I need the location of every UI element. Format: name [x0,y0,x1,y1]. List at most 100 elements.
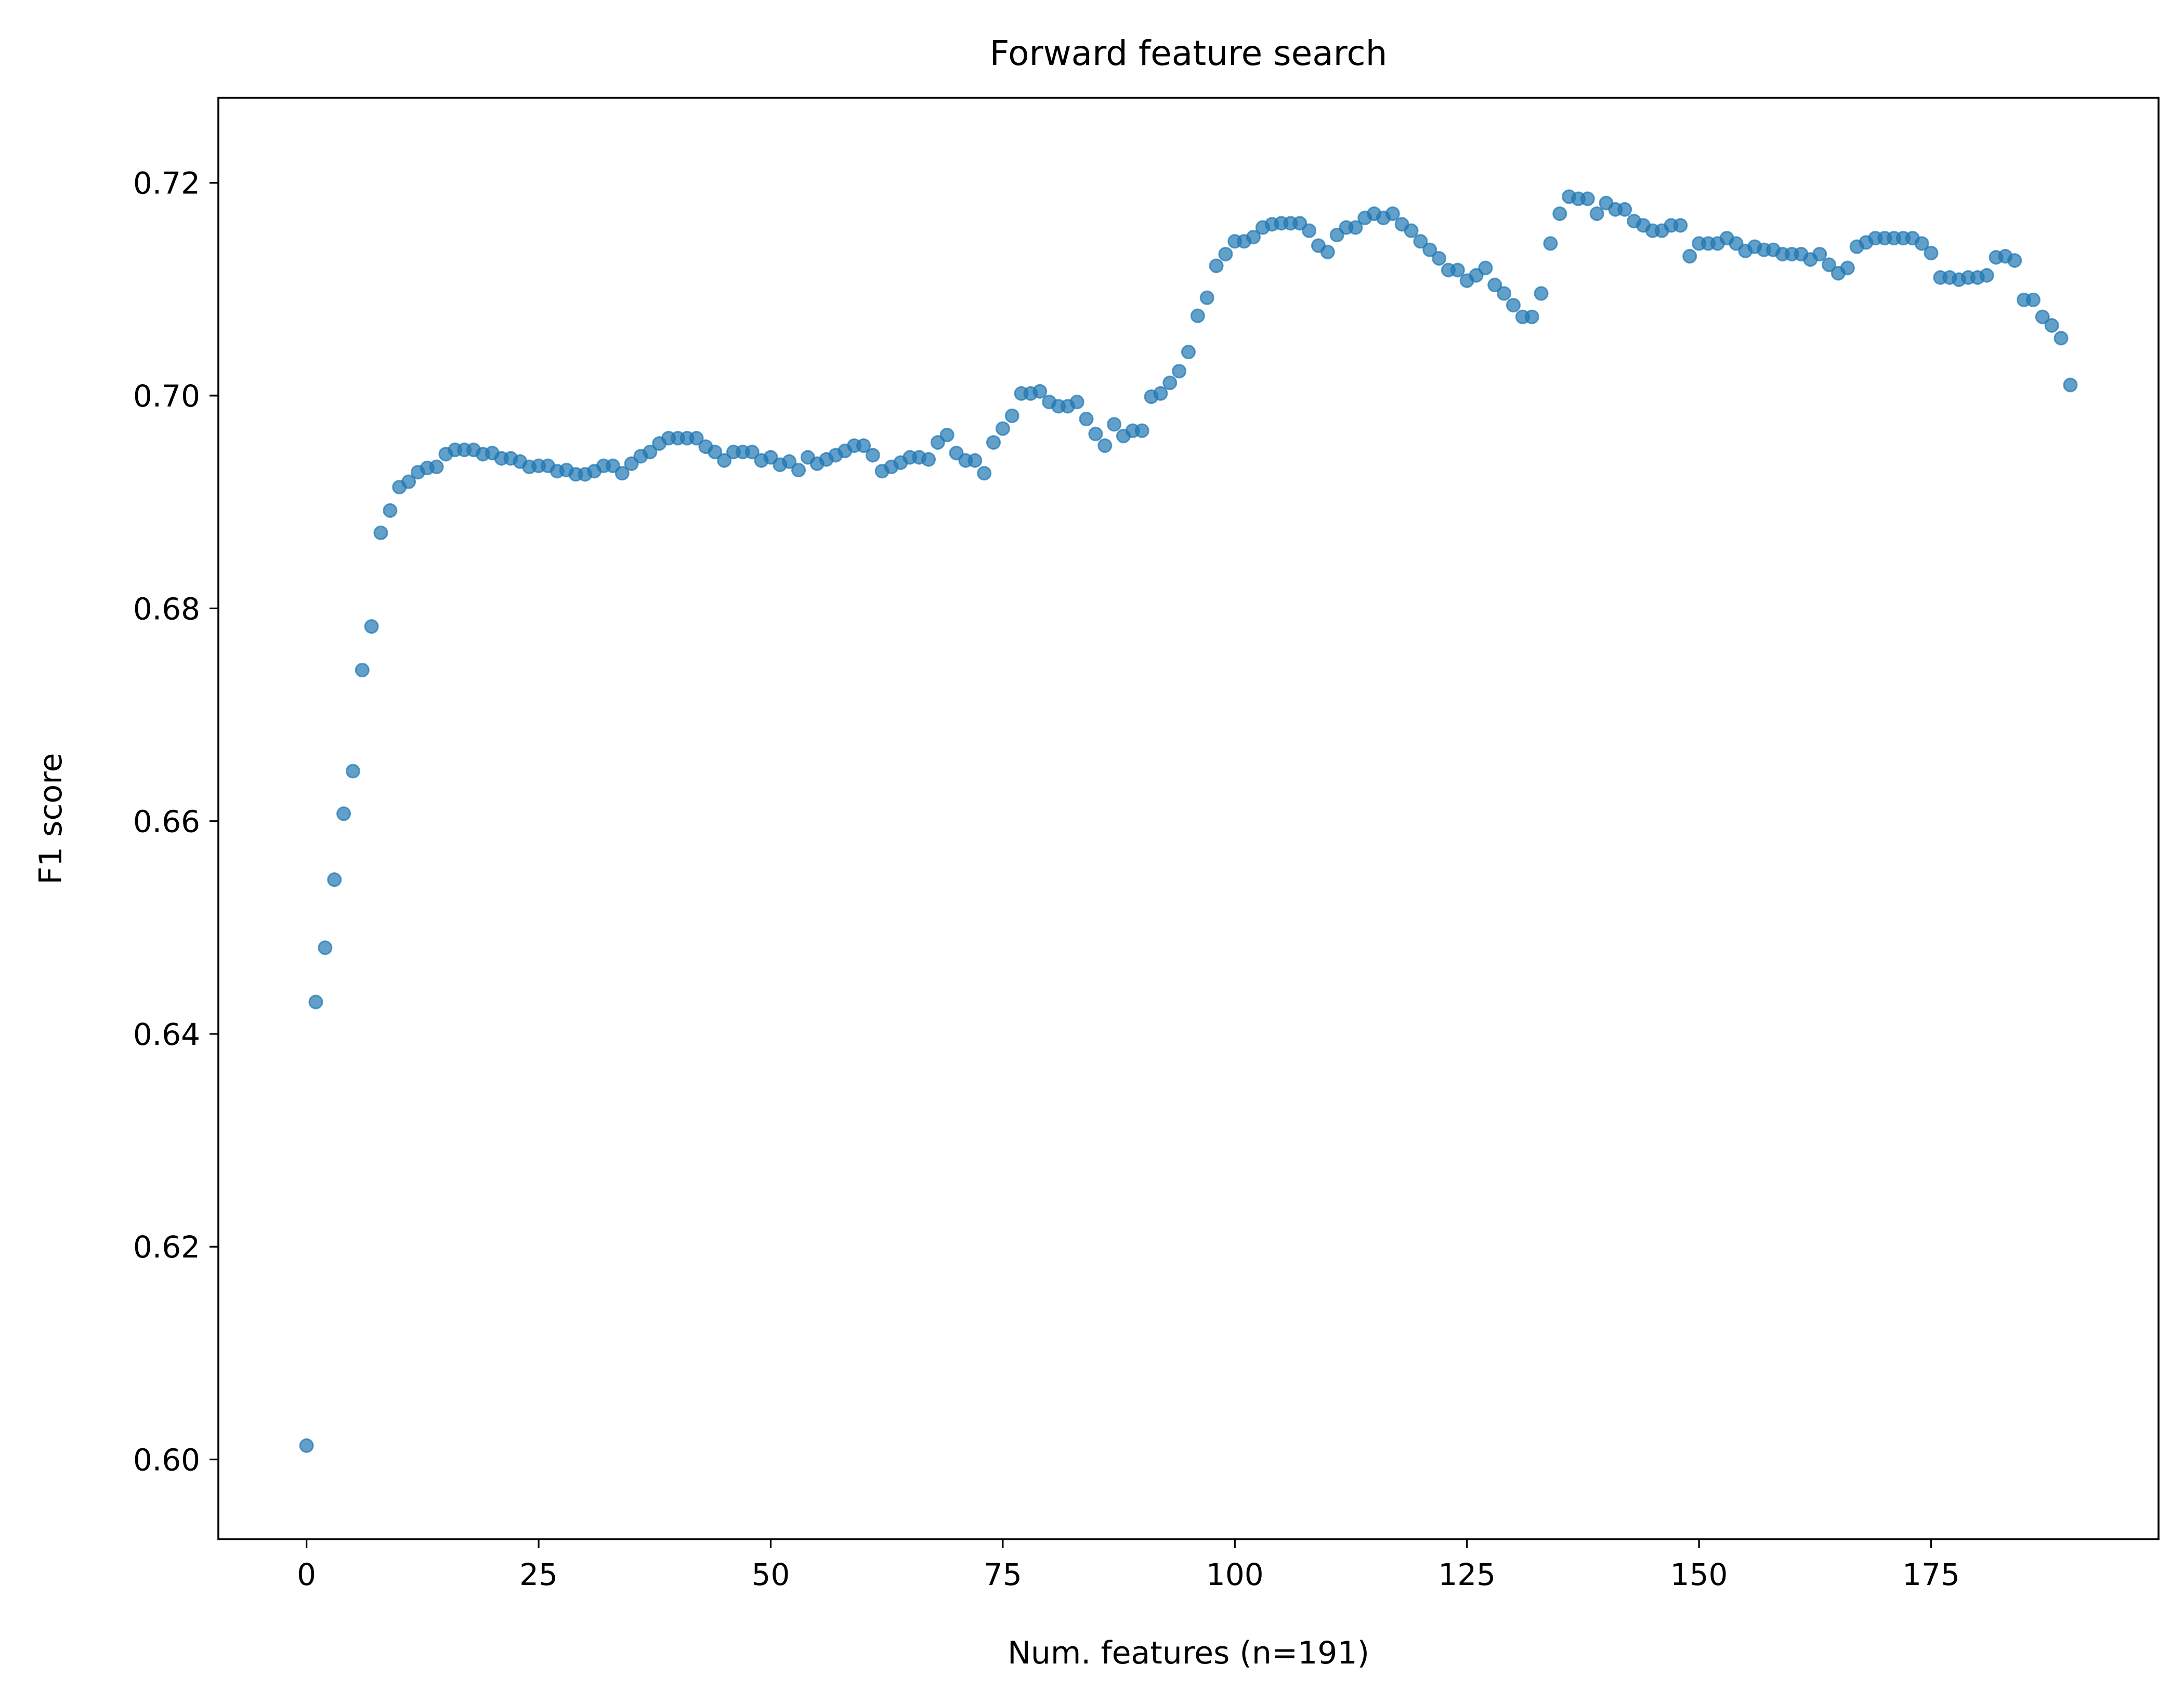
data-point [717,453,732,468]
data-point [1506,298,1521,313]
data-point [364,619,379,634]
y-tick-label: 0.66 [133,804,200,840]
data-point [865,448,880,463]
data-point [1822,257,1837,272]
data-point [1450,263,1465,278]
x-tick-label: 100 [1206,1557,1264,1592]
data-point [1589,206,1604,221]
data-point [1032,384,1048,399]
data-point [763,450,778,465]
plot-area-frame [217,97,2160,1540]
x-tick-label: 50 [752,1557,790,1592]
data-point [689,430,704,446]
data-point [1079,412,1094,427]
data-point [2063,377,2078,392]
data-point [1209,258,1224,273]
data-point [1172,363,1187,378]
data-point [1292,216,1307,231]
data-point [1914,236,1929,251]
data-point [1580,191,1595,206]
data-point [614,466,630,481]
data-point [1218,246,1233,261]
data-point [1348,220,1363,235]
data-point [355,663,370,678]
data-point [977,466,992,481]
ticks-layer: 0 25 50 75 100 125 150 175 0.60 0.62 0.64 0.66 0.68 0… [133,166,1960,1592]
x-tick-label: 0 [297,1557,316,1592]
data-point [1413,234,1428,249]
data-point [308,994,323,1010]
data-point [336,806,351,821]
data-point [1422,242,1437,257]
data-point [299,1438,314,1453]
data-point [986,435,1001,450]
data-point [327,872,342,887]
data-point [856,438,871,453]
data-point [1543,236,1558,251]
data-point [2035,309,2050,324]
data-point [401,474,416,489]
data-point [1134,423,1149,438]
data-point [1153,386,1168,401]
data-point [1320,244,1335,259]
data-point [1487,278,1502,293]
data-point [1469,268,1484,283]
data-point [1162,375,1178,390]
data-point [1246,230,1261,245]
data-point [782,454,797,469]
data-point [1552,206,1567,221]
data-point [1840,260,1855,276]
data-point [1812,246,1827,261]
data-point [318,940,333,955]
data-point [1534,286,1549,301]
data-point [2054,331,2069,346]
data-point [930,435,945,450]
data-point [1302,223,1317,238]
data-point [2044,318,2059,333]
data-point [1404,223,1419,238]
x-tick-label: 175 [1902,1557,1960,1592]
data-points-layer [299,189,2078,1453]
data-point [2025,292,2041,307]
data-point [1190,308,1205,323]
data-point [921,452,936,467]
data-point [967,453,983,468]
data-point [345,764,360,779]
data-point [1097,438,1113,453]
x-tick-label: 150 [1670,1557,1728,1592]
data-point [2007,253,2022,268]
data-point [1199,290,1214,305]
data-point [791,463,806,478]
data-point [624,456,639,471]
y-tick-label: 0.70 [133,378,200,414]
data-point [429,460,444,475]
y-tick-label: 0.60 [133,1443,200,1478]
y-tick-label: 0.72 [133,166,200,201]
x-axis-label: Num. features (n=191) [1008,1635,1369,1671]
data-point [1617,202,1632,217]
data-point [1385,206,1400,221]
y-axis-label: F1 score [33,753,69,885]
data-point [1069,395,1084,410]
data-point [1088,426,1103,441]
data-point [1924,245,1939,260]
data-point [1329,227,1344,242]
y-tick-label: 0.62 [133,1229,200,1265]
data-point [939,427,954,442]
data-point [1107,417,1122,432]
data-point [605,459,620,474]
data-point [708,444,723,460]
data-point [643,444,658,460]
y-tick-label: 0.64 [133,1017,200,1052]
y-tick-label: 0.68 [133,591,200,626]
data-point [1432,251,1447,266]
data-point [1181,345,1196,360]
data-point [1682,248,1697,264]
chart-title: Forward feature search [990,33,1388,73]
data-point [949,446,964,461]
x-tick-label: 25 [519,1557,558,1592]
x-tick-label: 75 [984,1557,1022,1592]
x-tick-label: 125 [1438,1557,1496,1592]
